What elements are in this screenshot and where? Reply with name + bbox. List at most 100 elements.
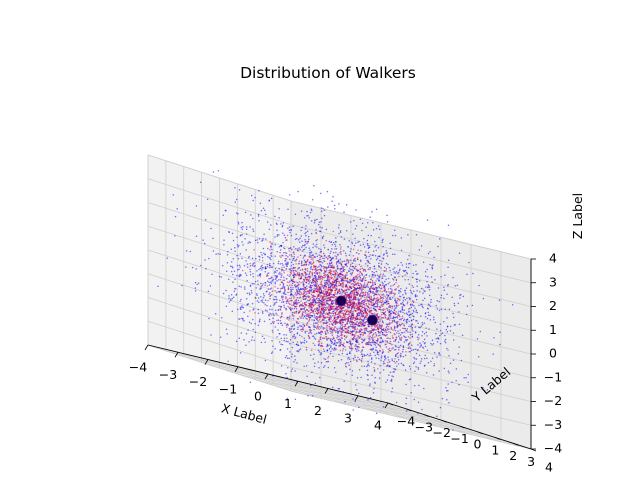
scatter-point [433, 256, 435, 259]
scatter-point [304, 243, 306, 246]
scatter-point [303, 263, 306, 266]
scatter-point [366, 286, 368, 288]
scatter-point [370, 312, 373, 314]
scatter-point [324, 283, 327, 286]
scatter-point [363, 324, 365, 326]
scatter-point [323, 244, 325, 246]
scatter-point [294, 359, 296, 361]
scatter-point [376, 304, 379, 306]
scatter-point [407, 344, 410, 346]
scatter-point [263, 233, 265, 236]
scatter-point [311, 254, 314, 257]
scatter-point [307, 313, 309, 315]
scatter-point [295, 263, 297, 265]
scatter-point [303, 307, 305, 310]
scatter-point [311, 308, 313, 310]
scatter-point [257, 308, 259, 311]
scatter-point [400, 337, 402, 340]
scatter-point [271, 339, 273, 342]
scatter-point [317, 331, 320, 334]
scatter-point [293, 315, 295, 317]
scatter-point [278, 273, 280, 275]
x-tick-mark [264, 373, 269, 380]
scatter-point [423, 297, 426, 300]
axes-lines [144, 258, 537, 452]
scatter-point [356, 309, 358, 311]
scatter-point [387, 337, 390, 339]
scatter-point [338, 305, 340, 308]
scatter-point [211, 273, 213, 275]
scatter-point [361, 304, 364, 306]
scatter-point [322, 366, 325, 368]
scatter-point [278, 234, 280, 236]
scatter-point [257, 283, 259, 285]
scatter-point [292, 335, 294, 338]
scatter-point [352, 294, 355, 297]
scatter-point [337, 254, 339, 256]
scatter-point [362, 299, 364, 302]
scatter-point [230, 294, 233, 296]
scatter-point [332, 355, 334, 358]
scatter-point [314, 276, 317, 278]
scatter-point [297, 239, 300, 241]
scatter-point [432, 316, 435, 318]
scatter-point [335, 344, 337, 347]
scatter-point [283, 266, 285, 268]
scatter-point [291, 248, 293, 251]
scatter-point [266, 304, 268, 307]
scatter-point [340, 337, 343, 339]
scatter-point [370, 306, 372, 309]
scatter-point [336, 293, 338, 295]
scatter-point [319, 305, 321, 308]
scatter-point [338, 232, 340, 235]
scatter-point [282, 279, 284, 282]
scatter-point [311, 315, 314, 318]
scatter-point [275, 275, 278, 278]
scatter-point [281, 225, 284, 228]
scatter-point [345, 254, 347, 257]
scatter-point [310, 251, 312, 254]
scatter-point [303, 255, 305, 257]
scatter-point [431, 357, 434, 359]
scatter-point [400, 362, 403, 365]
scatter-point [347, 294, 350, 297]
scatter-point [354, 281, 356, 283]
scatter-point [267, 288, 270, 290]
scatter-point [325, 322, 327, 324]
scatter-point [305, 225, 307, 227]
scatter-point [422, 261, 425, 264]
scatter-point [358, 358, 361, 361]
scatter-point [417, 322, 419, 325]
scatter-point [326, 349, 328, 352]
scatter-point [296, 249, 299, 252]
scatter-point [360, 286, 362, 288]
scatter-point [405, 263, 408, 265]
scatter-point [275, 277, 277, 279]
scatter-point [286, 234, 289, 237]
scatter-point [308, 313, 311, 315]
scatter-point [395, 313, 397, 316]
scatter-point [291, 330, 293, 333]
scatter-point [391, 387, 394, 389]
scatter-point [389, 315, 392, 317]
scatter-point [296, 281, 299, 284]
scatter-point [244, 272, 247, 274]
scatter-point [241, 257, 243, 259]
scatter-point [340, 331, 342, 334]
scatter-point [334, 307, 337, 310]
scatter-point [396, 324, 399, 326]
scatter-point [408, 297, 410, 299]
scatter-point [329, 292, 331, 295]
scatter-point [287, 208, 289, 210]
scatter-point [338, 340, 340, 343]
scatter-point [295, 259, 297, 262]
scatter-point [395, 310, 397, 313]
scatter-point [429, 263, 431, 266]
scatter-point [333, 270, 335, 272]
scatter-point [349, 360, 352, 363]
scatter-point [298, 274, 301, 276]
scatter-point [344, 304, 346, 307]
scatter-point [458, 323, 461, 326]
scatter-point [351, 313, 354, 315]
scatter-point [293, 272, 295, 274]
